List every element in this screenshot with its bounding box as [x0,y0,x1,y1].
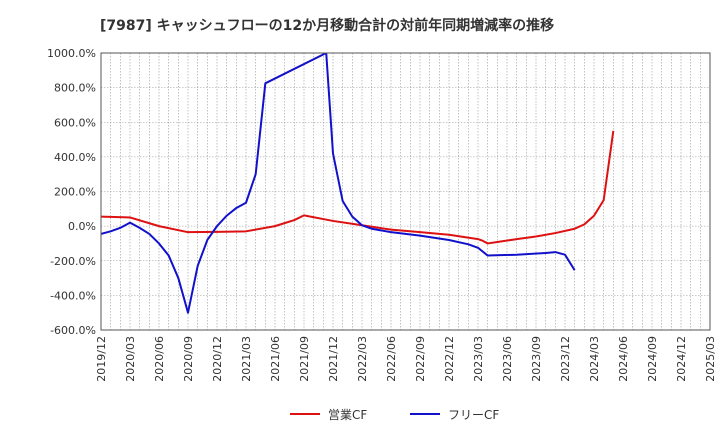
series-layer [101,53,615,314]
y-tick-label: 400.0% [54,151,96,164]
series-line-operating-cf [101,130,615,245]
x-tick-label: 2022/06 [385,336,398,382]
y-tick-label: 1000.0% [47,47,96,60]
y-axis: 1000.0% 800.0% 600.0% 400.0% 200.0% 0.0% -200.… [47,47,96,337]
x-tick-label: 2020/06 [153,336,166,382]
y-tick-label: -400.0% [50,289,96,302]
x-tick-label: 2020/12 [211,336,224,382]
y-tick-label: 0.0% [68,220,96,233]
chart-title: [7987] キャッシュフローの12か月移動合計の対前年同期増減率の推移 [100,17,554,34]
x-tick-label: 2024/06 [617,336,630,382]
x-tick-label: 2024/09 [646,336,659,382]
x-tick-label: 2023/12 [559,336,572,382]
x-tick-label: 2020/09 [182,336,195,382]
series-line-free-cf [101,53,576,314]
y-tick-label: 200.0% [54,186,96,199]
x-tick-label: 2021/06 [269,336,282,382]
y-tick-label: -600.0% [50,324,96,337]
x-tick-label: 2024/03 [588,336,601,382]
x-tick-label: 2023/03 [472,336,485,382]
y-tick-label: 800.0% [54,82,96,95]
x-axis: 2019/12 2020/03 2020/06 2020/09 2020/12 2021/… [95,336,717,382]
x-tick-label: 2022/09 [414,336,427,382]
x-tick-label: 2025/03 [704,336,717,382]
x-tick-label: 2019/12 [95,336,108,382]
x-tick-label: 2021/09 [298,336,311,382]
x-tick-label: 2021/03 [240,336,253,382]
y-tick-label: -200.0% [50,255,96,268]
x-tick-label: 2024/12 [675,336,688,382]
x-tick-label: 2020/03 [124,336,137,382]
legend: 営業CF フリーCF [290,408,499,422]
x-tick-label: 2022/12 [443,336,456,382]
plot-frame [100,52,711,331]
x-tick-label: 2021/12 [327,336,340,382]
x-tick-label: 2022/03 [356,336,369,382]
legend-label: フリーCF [448,408,499,422]
y-tick-label: 600.0% [54,116,96,129]
x-tick-label: 2023/06 [501,336,514,382]
x-tick-label: 2023/09 [530,336,543,382]
legend-label: 営業CF [328,408,367,422]
